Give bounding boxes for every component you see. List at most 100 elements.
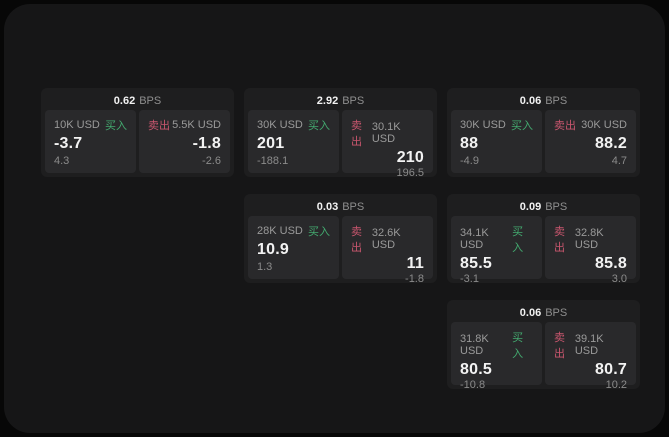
buy-panel-top: 34.1K USD 买入 (460, 223, 533, 255)
buy-panel[interactable]: 30K USD 买入 88 -4.9 (451, 110, 542, 173)
bps-value: 0.62 (113, 95, 136, 107)
quote-panels: 34.1K USD 买入 85.5 -3.1 卖出 32.8K USD 85.8… (451, 216, 636, 285)
buy-delta: -4.9 (460, 155, 479, 167)
buy-delta: 1.3 (257, 261, 273, 273)
app-container: 0.62 BPS 10K USD 买入 -3.7 4.3 卖出 5.5K USD… (4, 4, 665, 433)
sell-size: 32.8K USD (574, 227, 604, 251)
sell-panel[interactable]: 卖出 30.1K USD 210 196.5 (342, 110, 433, 179)
buy-panel[interactable]: 31.8K USD 买入 80.5 -10.8 (451, 322, 542, 391)
sell-panel[interactable]: 卖出 32.8K USD 85.8 3.0 (545, 216, 636, 285)
sell-panel-top: 卖出 32.6K USD (351, 223, 424, 255)
sell-size: 30K USD (581, 119, 627, 131)
sell-panel-top: 卖出 30K USD (554, 117, 627, 133)
sell-size: 30.1K USD (371, 121, 401, 145)
buy-side-label: 买入 (512, 226, 524, 254)
buy-size: 31.8K USD (460, 333, 489, 357)
buy-delta: -3.1 (460, 273, 479, 285)
buy-delta: -10.8 (460, 379, 486, 391)
quote-panels: 10K USD 买入 -3.7 4.3 卖出 5.5K USD -1.8 -2.… (45, 110, 230, 173)
quote-card: 0.03 BPS 28K USD 买入 10.9 1.3 卖出 32.6K US… (244, 194, 437, 285)
sell-delta: -1.8 (405, 273, 424, 285)
sell-size: 39.1K USD (574, 333, 604, 357)
buy-panel-top: 30K USD 买入 (257, 117, 330, 133)
bps-value: 0.06 (519, 307, 542, 319)
sell-delta: 3.0 (611, 273, 627, 285)
card-header: 0.62 BPS (45, 92, 230, 110)
sell-panel[interactable]: 卖出 39.1K USD 80.7 10.2 (545, 322, 636, 391)
bps-value: 0.03 (316, 201, 339, 213)
sell-side-label: 卖出 (351, 120, 362, 148)
buy-price: 10.9 (257, 241, 289, 258)
buy-price: 80.5 (460, 361, 492, 378)
sell-price: -1.8 (192, 135, 221, 152)
sell-panel-top: 卖出 39.1K USD (554, 329, 627, 361)
buy-delta: 4.3 (54, 155, 70, 167)
sell-panel-top: 卖出 30.1K USD (351, 117, 424, 149)
card-header: 0.06 BPS (451, 92, 636, 110)
sell-delta: 10.2 (605, 379, 627, 391)
sell-side-label: 卖出 (554, 226, 565, 254)
buy-price: 85.5 (460, 255, 492, 272)
buy-size: 30K USD (257, 119, 303, 131)
buy-price: -3.7 (54, 135, 83, 152)
buy-size: 10K USD (54, 119, 100, 131)
buy-price: 201 (257, 135, 285, 152)
buy-panel-top: 31.8K USD 买入 (460, 329, 533, 361)
quote-panels: 31.8K USD 买入 80.5 -10.8 卖出 39.1K USD 80.… (451, 322, 636, 391)
buy-side-label: 买入 (105, 120, 127, 132)
sell-side-label: 卖出 (148, 120, 170, 132)
buy-panel-top: 30K USD 买入 (460, 117, 533, 133)
sell-size: 5.5K USD (172, 119, 221, 131)
card-header: 2.92 BPS (248, 92, 433, 110)
quote-card-grid: 0.62 BPS 10K USD 买入 -3.7 4.3 卖出 5.5K USD… (41, 88, 640, 391)
bps-value: 0.09 (519, 201, 542, 213)
buy-panel-top: 10K USD 买入 (54, 117, 127, 133)
quote-panels: 30K USD 买入 201 -188.1 卖出 30.1K USD 210 1… (248, 110, 433, 179)
bps-unit-label: BPS (545, 201, 568, 213)
sell-price: 85.8 (595, 255, 627, 272)
quote-panels: 28K USD 买入 10.9 1.3 卖出 32.6K USD 11 -1.8 (248, 216, 433, 285)
sell-panel[interactable]: 卖出 5.5K USD -1.8 -2.6 (139, 110, 230, 173)
sell-delta: 4.7 (611, 155, 627, 167)
bps-value: 2.92 (316, 95, 339, 107)
sell-side-label: 卖出 (554, 120, 576, 132)
sell-delta: -2.6 (202, 155, 221, 167)
sell-panel-top: 卖出 32.8K USD (554, 223, 627, 255)
bps-unit-label: BPS (342, 201, 365, 213)
sell-price: 210 (396, 149, 424, 166)
sell-side-label: 卖出 (351, 226, 362, 254)
buy-price: 88 (460, 135, 479, 152)
buy-side-label: 买入 (308, 226, 330, 238)
bps-unit-label: BPS (139, 95, 162, 107)
quote-card: 2.92 BPS 30K USD 买入 201 -188.1 卖出 30.1K … (244, 88, 437, 179)
card-header: 0.06 BPS (451, 304, 636, 322)
buy-size: 30K USD (460, 119, 506, 131)
card-header: 0.03 BPS (248, 198, 433, 216)
bps-unit-label: BPS (545, 95, 568, 107)
quote-card: 0.06 BPS 30K USD 买入 88 -4.9 卖出 30K USD 8… (447, 88, 640, 177)
sell-price: 11 (406, 255, 424, 272)
sell-side-label: 卖出 (554, 332, 565, 360)
quote-card: 0.06 BPS 31.8K USD 买入 80.5 -10.8 卖出 39.1… (447, 300, 640, 391)
buy-size: 28K USD (257, 225, 303, 237)
buy-panel[interactable]: 10K USD 买入 -3.7 4.3 (45, 110, 136, 173)
buy-panel-top: 28K USD 买入 (257, 223, 330, 239)
sell-panel[interactable]: 卖出 32.6K USD 11 -1.8 (342, 216, 433, 285)
quote-card: 0.62 BPS 10K USD 买入 -3.7 4.3 卖出 5.5K USD… (41, 88, 234, 177)
buy-size: 34.1K USD (460, 227, 489, 251)
bps-value: 0.06 (519, 95, 542, 107)
buy-side-label: 买入 (512, 332, 524, 360)
sell-panel[interactable]: 卖出 30K USD 88.2 4.7 (545, 110, 636, 173)
bps-unit-label: BPS (342, 95, 365, 107)
sell-price: 88.2 (595, 135, 627, 152)
card-header: 0.09 BPS (451, 198, 636, 216)
buy-panel[interactable]: 28K USD 买入 10.9 1.3 (248, 216, 339, 279)
quote-card: 0.09 BPS 34.1K USD 买入 85.5 -3.1 卖出 32.8K… (447, 194, 640, 285)
sell-panel-top: 卖出 5.5K USD (148, 117, 221, 133)
buy-panel[interactable]: 30K USD 买入 201 -188.1 (248, 110, 339, 173)
bps-unit-label: BPS (545, 307, 568, 319)
buy-delta: -188.1 (257, 155, 289, 167)
buy-side-label: 买入 (308, 120, 330, 132)
buy-panel[interactable]: 34.1K USD 买入 85.5 -3.1 (451, 216, 542, 285)
sell-price: 80.7 (595, 361, 627, 378)
